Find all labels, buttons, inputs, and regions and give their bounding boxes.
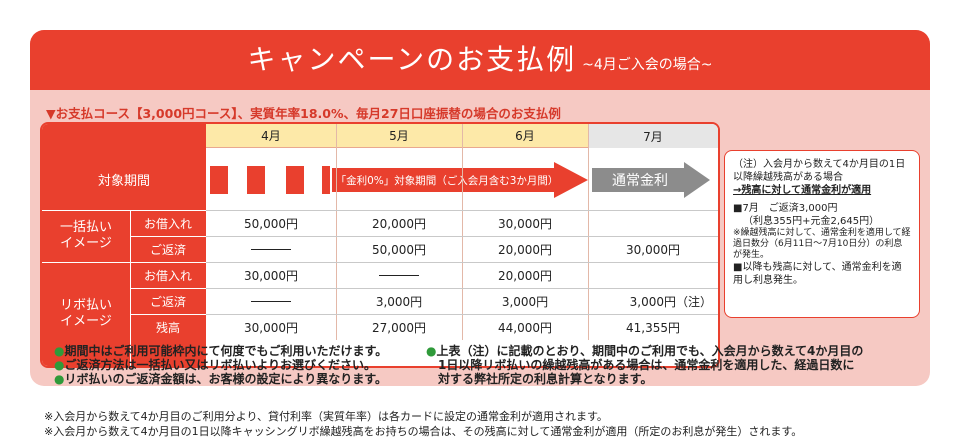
- row-label-period: 対象期間: [97, 173, 150, 189]
- period-block: [210, 166, 228, 194]
- bullet-item: 1日以降リボ払いの繰越残高がある場合は、通常金利を適用した、経過日数に: [438, 358, 855, 372]
- lump-repay-5: 50,000円: [372, 242, 426, 257]
- month-header-7: 7月: [588, 124, 718, 148]
- campaign-period-label: 「金利0%」対象期間（ご入会月含む3か月間）: [335, 174, 559, 187]
- period-block: [322, 166, 330, 194]
- note-line: ※繰越残高に対して、通常金利を適用して経過日数分（6月11日～7月10日分）の利…: [733, 228, 911, 260]
- campaign-period-arrow: [332, 162, 588, 198]
- lump-borrow-7: [588, 210, 718, 236]
- revo-balance-7: 41,355円: [626, 320, 680, 335]
- revo-balance-5: 27,000円: [372, 320, 426, 335]
- revo-borrow-6: 20,000円: [498, 268, 552, 283]
- grid-line: [130, 236, 206, 237]
- lump-borrow-6: 30,000円: [498, 216, 552, 231]
- row-label-balance: 残高: [155, 320, 180, 335]
- bullet-list-left: ●期間中はご利用可能枠内にて何度でもご利用いただけます。 ●ご返済方法は一括払い…: [54, 344, 454, 386]
- campaign-subtitle: ~4月ご入会の場合~: [582, 57, 713, 73]
- grid-line: [462, 124, 463, 340]
- label-column: [42, 124, 206, 366]
- revo-repay-5: 3,000円: [375, 294, 423, 309]
- revo-borrow-7: [588, 262, 718, 288]
- payment-example-table: 4月 5月 6月 7月 対象期間 「金利0%」対象期間（ご入会月含む3か月間） …: [40, 122, 720, 368]
- month-header-5: 5月: [336, 124, 462, 148]
- grid-line: [336, 124, 337, 340]
- note-line: ■7月 ご返済3,000円: [733, 203, 838, 214]
- row-label-repay: ご返済: [149, 242, 186, 257]
- footnote: ※入会月から数えて4か月目の1日以降キャッシングリボ繰越残高をお持ちの場合は、そ…: [44, 425, 803, 438]
- period-block: [286, 166, 304, 194]
- note-line: （利息355円+元金2,645円）: [743, 216, 880, 227]
- normal-rate-label: 通常金利: [612, 173, 668, 189]
- revo-borrow-5: [336, 262, 462, 288]
- row-group-lump: 一括払い イメージ: [59, 220, 112, 251]
- revo-balance-6: 44,000円: [498, 320, 552, 335]
- bullet-item: ●ご返済方法は一括払い又はリボ払いよりお選びください。: [54, 358, 377, 372]
- none-dash: [251, 300, 291, 302]
- lump-repay-4: [206, 236, 336, 262]
- grid-line: [206, 210, 718, 211]
- bullet-list-right: ●上表（注）に記載のとおり、期間中のご利用でも、入会月から数えて4か月目の 1日…: [426, 344, 926, 386]
- bullet-item: ●上表（注）に記載のとおり、期間中のご利用でも、入会月から数えて4か月目の: [426, 344, 864, 358]
- bullet-item: 対する弊社所定の利息計算となります。: [438, 372, 653, 386]
- period-block: [247, 166, 265, 194]
- example-caption: ▼お支払コース【3,000円コース】、実質年率18.0%、毎月27日口座振替の場…: [46, 106, 561, 121]
- revo-repay-7: 3,000円（注）: [629, 294, 712, 309]
- lump-borrow-5: 20,000円: [372, 216, 426, 231]
- note-line: （注）入会月から数えて4か月目の1日以降繰越残高がある場合: [733, 159, 906, 183]
- campaign-header: キャンペーンのお支払例 ~4月ご入会の場合~: [30, 30, 930, 90]
- revo-repay-6: 3,000円: [501, 294, 549, 309]
- grid-line: [130, 210, 131, 366]
- revo-borrow-4: 30,000円: [244, 268, 298, 283]
- grid-line: [206, 236, 718, 237]
- row-label-borrow: お借入れ: [143, 216, 192, 231]
- grid-line: [130, 314, 206, 315]
- row-label-borrow: お借入れ: [143, 268, 192, 283]
- none-dash: [379, 274, 419, 276]
- grid-line: [206, 262, 718, 263]
- grid-line: [588, 124, 589, 340]
- revo-repay-4: [206, 288, 336, 314]
- note-box: （注）入会月から数えて4か月目の1日以降繰越残高がある場合 →残高に対して通常金…: [724, 150, 920, 318]
- grid-line: [206, 288, 718, 289]
- grid-line: [130, 288, 206, 289]
- grid-line: [42, 210, 206, 211]
- lump-repay-7: 30,000円: [626, 242, 680, 257]
- month-header-6: 6月: [462, 124, 588, 148]
- grid-line: [42, 262, 206, 263]
- row-group-revo: リボ払い イメージ: [59, 298, 112, 329]
- grid-line: [206, 314, 718, 315]
- footnote: ※入会月から数えて4か月目のご利用分より、貸付利率（実質年率）は各カードに設定の…: [44, 410, 608, 423]
- none-dash: [251, 248, 291, 250]
- campaign-title: キャンペーンのお支払例: [247, 43, 577, 76]
- note-emphasis: →残高に対して通常金利が適用: [733, 185, 872, 196]
- lump-borrow-4: 50,000円: [244, 216, 298, 231]
- note-line: ■以降も残高に対して、通常金利を適用し利息発生。: [733, 262, 902, 286]
- bullet-item: ●期間中はご利用可能枠内にて何度でもご利用いただけます。: [54, 344, 388, 358]
- revo-balance-4: 30,000円: [244, 320, 298, 335]
- lump-repay-6: 20,000円: [498, 242, 552, 257]
- month-header-4: 4月: [206, 124, 336, 148]
- bullet-item: ●リボ払いのご返済金額は、お客様の設定により異なります。: [54, 372, 388, 386]
- normal-rate-arrow: [592, 162, 710, 198]
- campaign-panel: キャンペーンのお支払例 ~4月ご入会の場合~ ▼お支払コース【3,000円コース】…: [30, 30, 930, 386]
- row-label-repay: ご返済: [149, 294, 186, 309]
